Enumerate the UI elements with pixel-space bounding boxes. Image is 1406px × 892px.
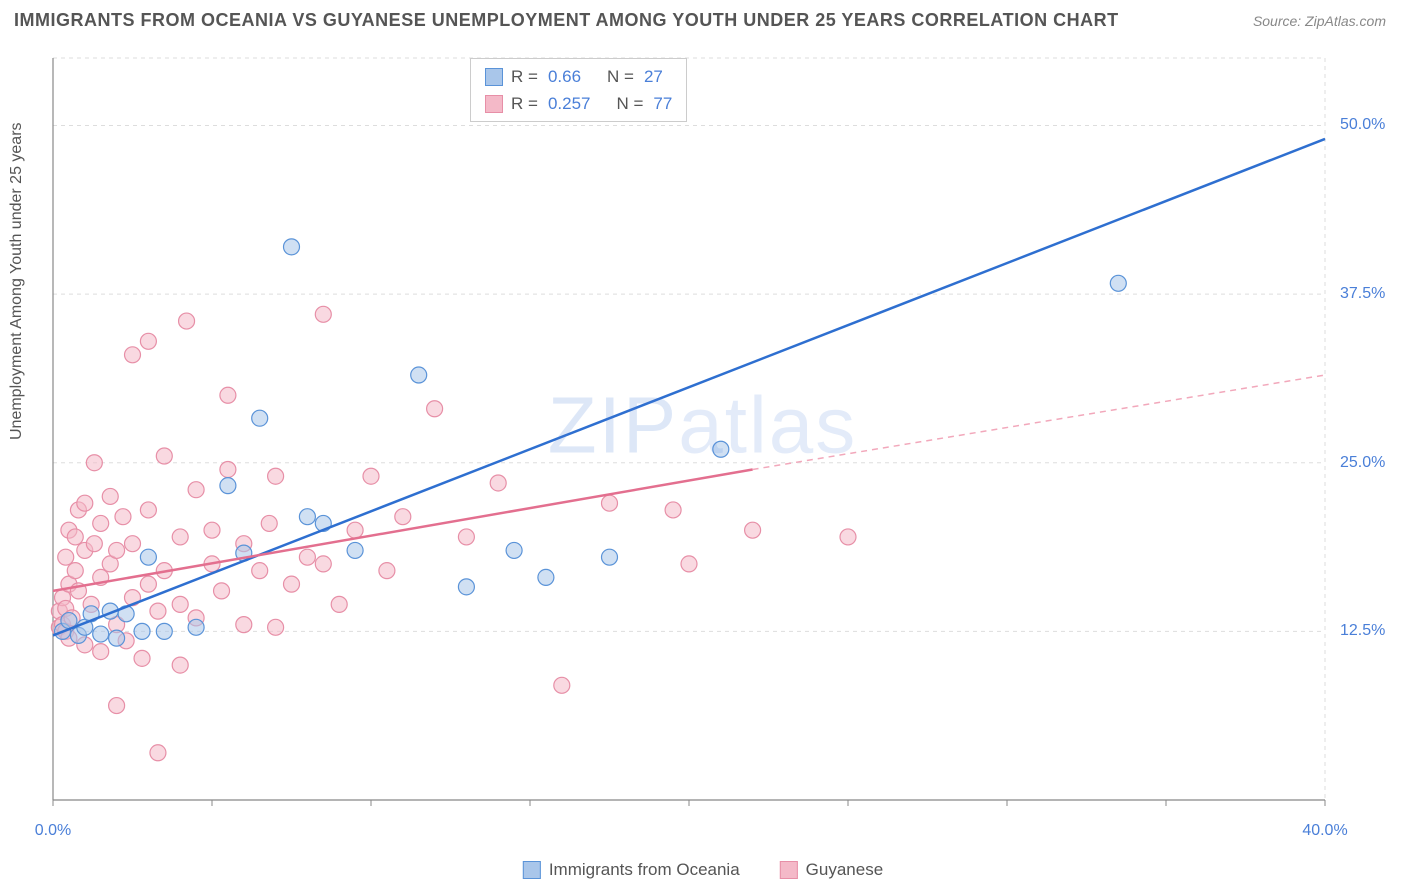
y-tick-label: 50.0% [1340,116,1400,134]
n-value: 27 [644,63,663,90]
r-label: R = [511,90,538,117]
legend-swatch-oceania [523,861,541,879]
legend-swatch-guyanese [780,861,798,879]
r-value: 0.257 [548,90,591,117]
chart-title: IMMIGRANTS FROM OCEANIA VS GUYANESE UNEM… [14,10,1119,31]
legend-item-guyanese: Guyanese [780,860,884,880]
correlation-row: R = 0.257 N = 77 [485,90,672,117]
y-tick-label: 12.5% [1340,622,1400,640]
y-tick-label: 37.5% [1340,285,1400,303]
n-label: N = [607,63,634,90]
legend-item-oceania: Immigrants from Oceania [523,860,740,880]
legend-label: Guyanese [806,860,884,880]
x-tick-label: 0.0% [35,822,71,840]
correlation-row: R = 0.66 N = 27 [485,63,672,90]
scatter-plot [50,50,1355,810]
n-label: N = [616,90,643,117]
x-tick-label: 40.0% [1302,822,1347,840]
chart-area: R = 0.66 N = 27 R = 0.257 N = 77 ZIPatla… [50,50,1355,810]
legend-swatch-guyanese [485,95,503,113]
y-tick-label: 25.0% [1340,454,1400,472]
source-label: Source: ZipAtlas.com [1253,13,1386,29]
legend-swatch-oceania [485,68,503,86]
r-value: 0.66 [548,63,581,90]
r-label: R = [511,63,538,90]
bottom-legend: Immigrants from Oceania Guyanese [523,860,883,880]
legend-label: Immigrants from Oceania [549,860,740,880]
correlation-legend: R = 0.66 N = 27 R = 0.257 N = 77 [470,58,687,122]
header: IMMIGRANTS FROM OCEANIA VS GUYANESE UNEM… [0,0,1406,39]
n-value: 77 [653,90,672,117]
y-axis-label: Unemployment Among Youth under 25 years [8,122,26,440]
